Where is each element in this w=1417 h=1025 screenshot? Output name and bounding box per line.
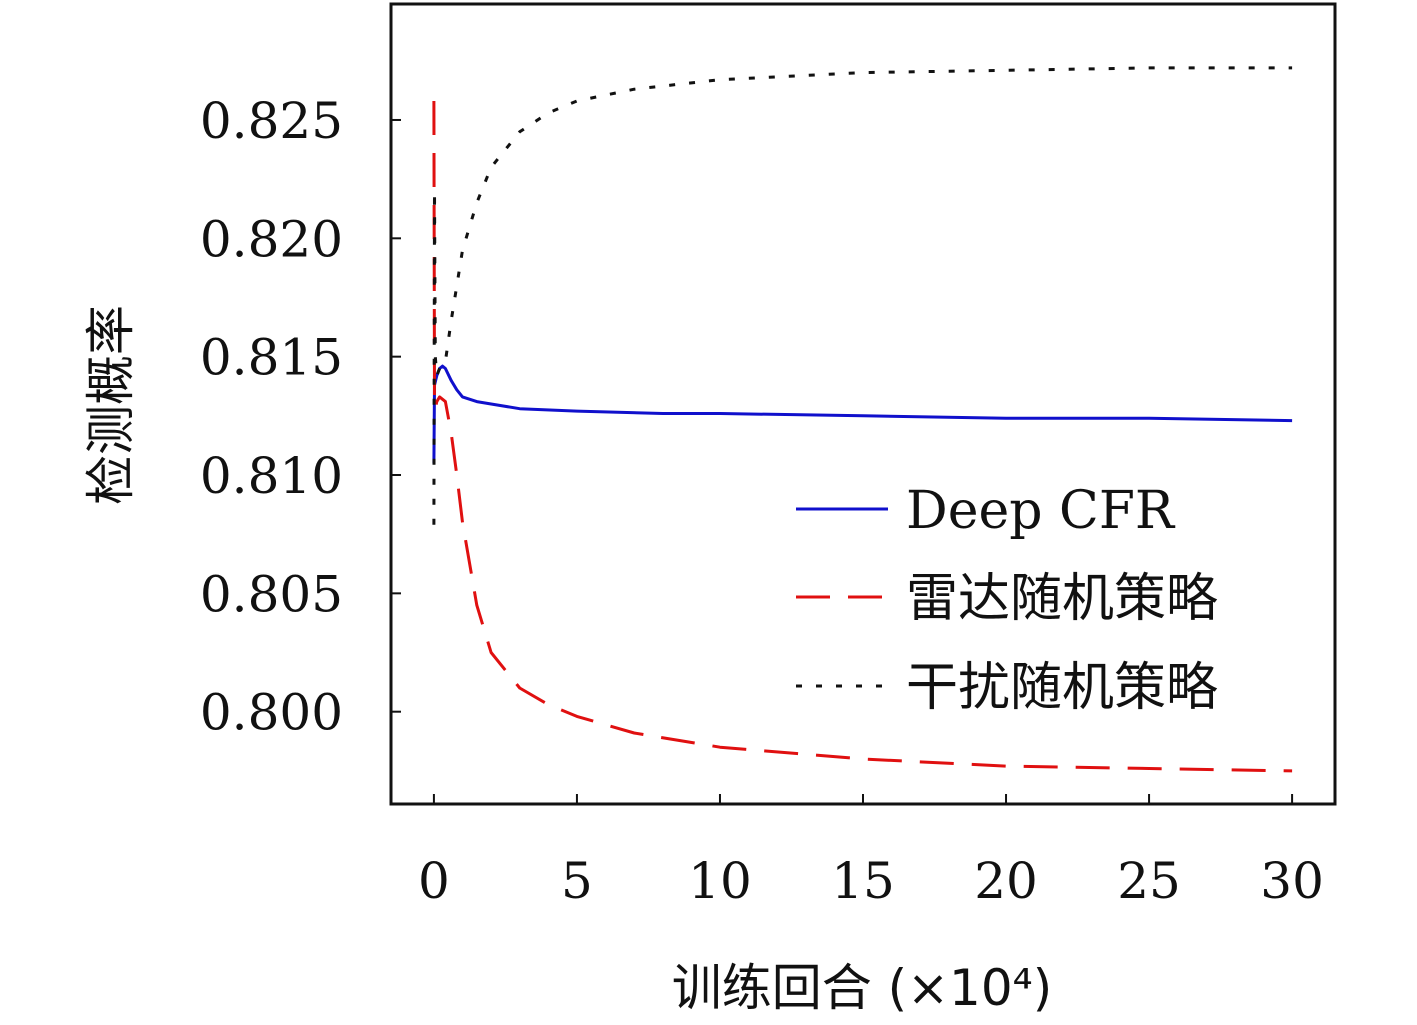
- y-tick-label: 0.800: [200, 684, 343, 742]
- x-tick-label: 5: [561, 852, 593, 910]
- x-tick-label: 15: [831, 852, 895, 910]
- series-line-deep-cfr: [432, 364, 1293, 464]
- x-tick-label: 20: [974, 852, 1038, 910]
- legend-label-radar-random: 雷达随机策略: [906, 569, 1218, 629]
- series-line-radar-random: [432, 100, 1293, 773]
- y-tick-label: 0.805: [200, 565, 343, 623]
- y-tick-label: 0.810: [200, 447, 343, 505]
- x-axis-label: 训练回合 (×10⁴): [672, 959, 1052, 1017]
- y-tick-label: 0.820: [200, 210, 343, 268]
- tick-layer: 0 5 10 15 20 25 30 0.800 0.805 0.810 0.815 0.820 0.8…: [200, 92, 1324, 910]
- y-tick-label: 0.815: [200, 329, 343, 387]
- legend-label-jammer-random: 干扰随机策略: [906, 658, 1218, 718]
- y-axis-label: 检测概率: [82, 305, 140, 505]
- y-tick-label: 0.825: [200, 92, 343, 150]
- series-layer: [432, 66, 1293, 773]
- legend-label-deep-cfr: Deep CFR: [906, 481, 1176, 541]
- x-tick-label: 0: [418, 852, 450, 910]
- x-tick-label: 30: [1260, 852, 1324, 910]
- x-tick-label: 25: [1117, 852, 1181, 910]
- x-tick-label: 10: [688, 852, 752, 910]
- series-line-jammer-random: [432, 66, 1293, 525]
- legend: Deep CFR 雷达随机策略 干扰随机策略: [796, 481, 1218, 718]
